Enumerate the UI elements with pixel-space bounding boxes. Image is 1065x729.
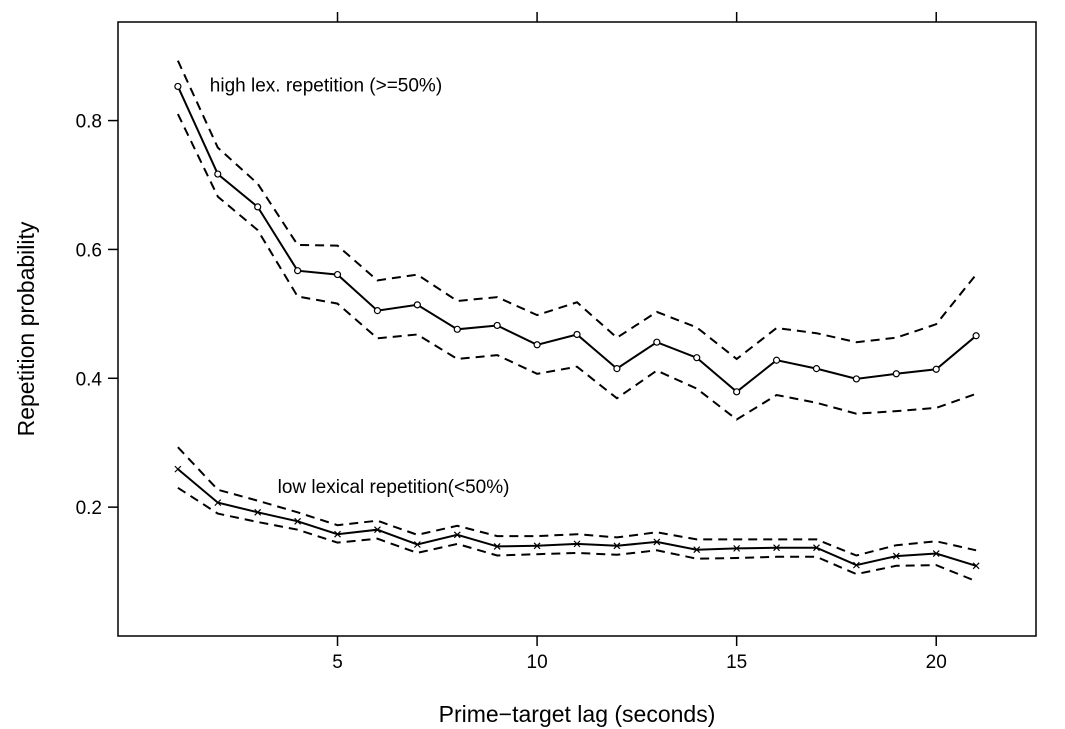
series-0-point-4 (294, 267, 302, 275)
series-0-point-3 (254, 203, 262, 211)
y-tick-label-3: 0.8 (76, 112, 102, 133)
series-0-point-6 (373, 307, 382, 315)
series-1-point-3 (254, 508, 262, 516)
series-1-point-10 (533, 542, 541, 550)
series-0-point-15 (733, 388, 741, 396)
x-axis-title: Prime−target lag (seconds) (439, 701, 716, 727)
series-1-point-14 (693, 546, 701, 554)
series-0-upper-bound (176, 60, 977, 361)
series-0-point-20 (932, 365, 940, 373)
series-1-point-4 (294, 517, 302, 525)
series-markers (174, 82, 980, 570)
series-0-point-18 (852, 375, 860, 383)
y-tick-label-2: 0.6 (76, 240, 102, 261)
series-1-point-2 (214, 499, 222, 507)
series-1-point-9 (493, 543, 501, 550)
series-0-point-16 (772, 356, 781, 364)
series-1-point-16 (773, 544, 780, 552)
x-tick-label-5: 5 (332, 652, 343, 673)
x-tick-label-15: 15 (726, 652, 747, 673)
series-1-lower-bound (177, 486, 977, 583)
series-1-point-8 (453, 531, 461, 539)
series-0-point-17 (812, 365, 821, 373)
series-0-line (176, 85, 977, 394)
series-1-point-17 (813, 544, 820, 552)
series-1-point-7 (413, 541, 421, 548)
confidence-bands (176, 60, 977, 583)
series-1-point-21 (972, 562, 980, 570)
series-1-point-6 (374, 526, 381, 534)
series-0-point-10 (533, 341, 541, 349)
series-1-point-12 (613, 542, 621, 550)
annotation-low-repetition: low lexical repetition(<50%) (278, 477, 510, 498)
series-0-point-11 (573, 330, 581, 339)
series-1-upper-bound (177, 446, 977, 557)
series-0-point-7 (413, 301, 421, 309)
series-1-point-19 (892, 552, 900, 560)
series-0-point-5 (333, 270, 342, 279)
series-0-point-8 (453, 325, 461, 333)
series-1-point-5 (334, 530, 341, 538)
series-1-point-20 (932, 550, 940, 557)
series-0-point-19 (892, 370, 900, 378)
series-1-point-15 (733, 544, 741, 552)
series-0-point-12 (613, 365, 621, 373)
series-0-point-21 (972, 332, 980, 340)
x-tick-label-10: 10 (527, 652, 548, 673)
y-tick-label-1: 0.4 (76, 369, 103, 390)
annotation-high-repetition: high lex. repetition (>=50%) (210, 76, 442, 97)
y-axis-title: Repetition probability (13, 221, 39, 436)
series-0-point-13 (653, 338, 661, 346)
series-1-point-1 (174, 465, 182, 473)
series-1-point-11 (573, 540, 581, 548)
series-0-point-14 (693, 354, 701, 362)
plot-frame (117, 21, 1037, 637)
series-0-point-1 (174, 82, 182, 91)
x-tick-label-20: 20 (926, 652, 947, 673)
series-1-point-13 (653, 538, 661, 546)
axis-ticks: 5 10 15 20 0.2 0.4 0.6 0.8 (76, 12, 947, 673)
series-0-point-9 (493, 321, 501, 330)
series-1-point-18 (852, 561, 860, 569)
y-tick-label-0: 0.2 (76, 498, 102, 519)
series-0-lower-bound (176, 113, 977, 421)
series-0-point-2 (214, 170, 222, 178)
